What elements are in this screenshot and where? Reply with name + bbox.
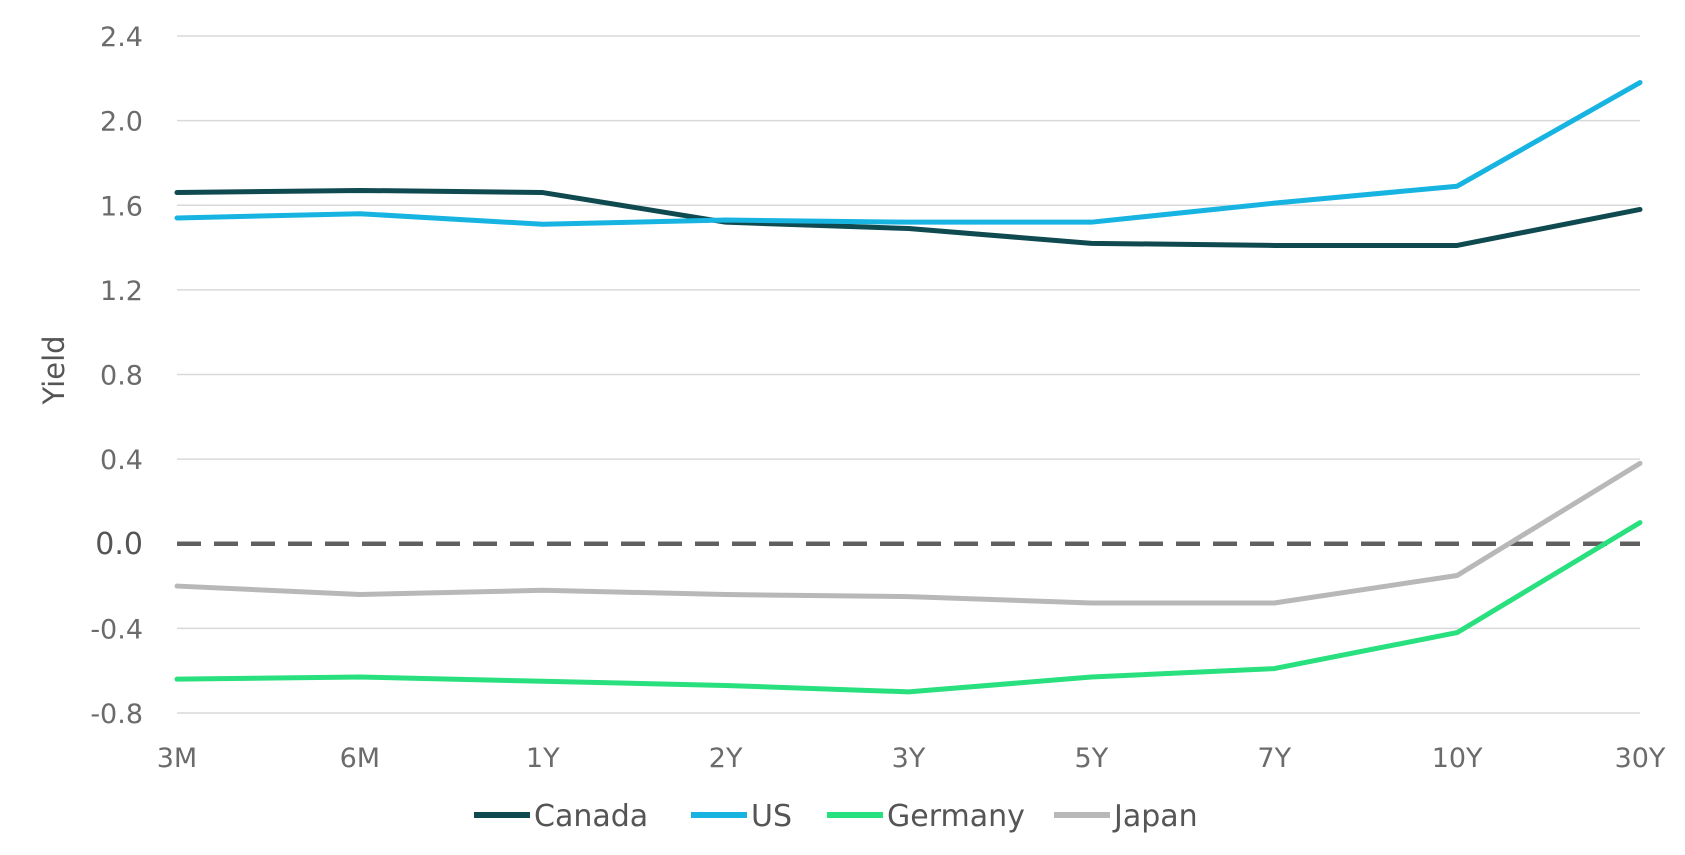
x-tick-label: 5Y bbox=[1075, 743, 1109, 774]
series-line bbox=[174, 80, 1643, 227]
y-tick-label: 0.0 bbox=[95, 527, 143, 562]
legend-label: US bbox=[751, 799, 792, 834]
series-germany bbox=[174, 520, 1643, 695]
y-tick-label: 1.2 bbox=[100, 276, 143, 307]
y-tick-label: -0.4 bbox=[90, 614, 143, 645]
legend-item-germany: Germany bbox=[827, 799, 1025, 834]
legend-item-canada: Canada bbox=[474, 799, 648, 834]
y-tick-label: 2.4 bbox=[100, 22, 143, 53]
x-tick-label: 3Y bbox=[892, 743, 926, 774]
x-tick-label: 1Y bbox=[526, 743, 560, 774]
y-tick-label: -0.8 bbox=[90, 699, 143, 730]
y-tick-label: 1.6 bbox=[100, 191, 143, 222]
legend-label: Germany bbox=[887, 799, 1025, 834]
series-line bbox=[174, 460, 1643, 606]
x-tick-label: 30Y bbox=[1615, 743, 1666, 774]
series-line bbox=[174, 520, 1643, 695]
y-tick-label: 0.4 bbox=[100, 445, 143, 476]
legend: Canada US Germany Japan bbox=[474, 799, 1198, 834]
series-us bbox=[174, 80, 1643, 227]
grid-lines bbox=[177, 35, 1640, 714]
y-tick-label: 0.8 bbox=[100, 361, 143, 392]
x-tick-label: 3M bbox=[157, 743, 197, 774]
x-tick-label: 7Y bbox=[1257, 743, 1291, 774]
x-tick-label: 10Y bbox=[1432, 743, 1483, 774]
y-axis-title: Yield bbox=[37, 335, 71, 405]
series-lines bbox=[174, 80, 1643, 695]
y-axis-ticks: 2.4 2.0 1.6 1.2 0.8 0.4 0.0 -0.4 -0.8 bbox=[90, 22, 143, 730]
x-tick-label: 6M bbox=[340, 743, 380, 774]
legend-item-us: US bbox=[691, 799, 792, 834]
legend-item-japan: Japan bbox=[1054, 799, 1198, 834]
x-axis-ticks: 3M 6M 1Y 2Y 3Y 5Y 7Y 10Y 30Y bbox=[157, 743, 1666, 774]
x-tick-label: 2Y bbox=[709, 743, 743, 774]
y-tick-label: 2.0 bbox=[100, 107, 143, 138]
series-japan bbox=[174, 460, 1643, 606]
series-canada bbox=[174, 187, 1643, 248]
legend-label: Canada bbox=[534, 799, 648, 834]
legend-label: Japan bbox=[1112, 799, 1198, 834]
